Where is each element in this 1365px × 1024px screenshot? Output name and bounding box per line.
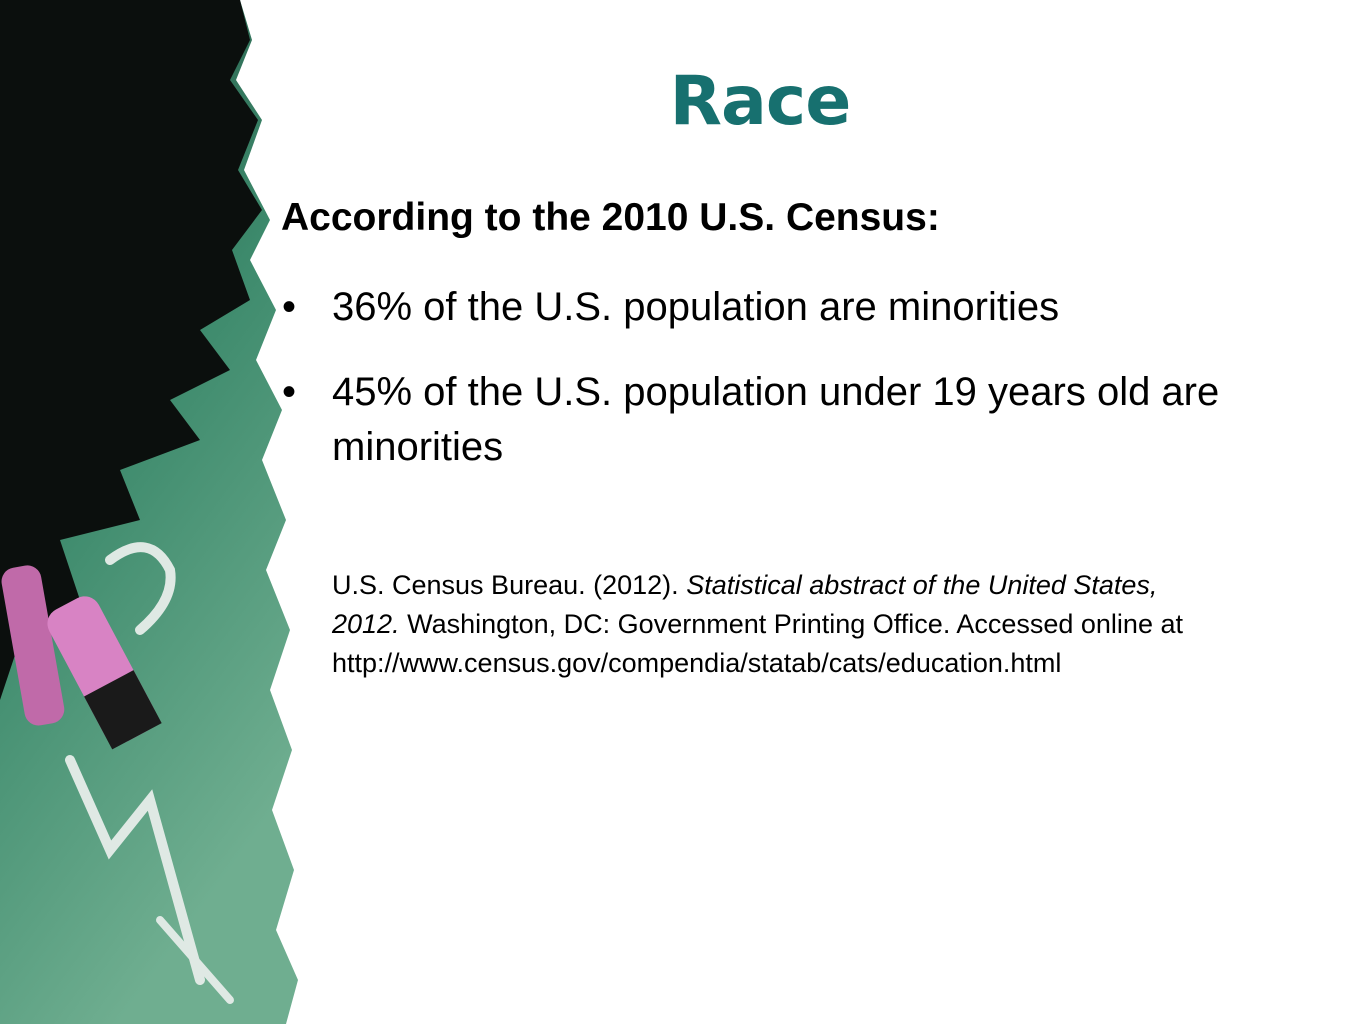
bullet: 45% of the U.S. population under 19 year… (282, 365, 1262, 475)
citation-access: Accessed online at (956, 609, 1183, 639)
chalkboard-decoration (0, 0, 298, 1024)
chalk-mark (65, 755, 205, 985)
citation-author: U.S. Census Bureau. (2012). (332, 570, 679, 600)
bullet: 36% of the U.S. population are minoritie… (282, 280, 1262, 335)
dark-area (0, 0, 262, 700)
bullet-list: 36% of the U.S. population are minoritie… (282, 280, 1262, 505)
chalk-mark (105, 542, 176, 635)
citation: U.S. Census Bureau. (2012). Statistical … (332, 566, 1232, 683)
citation-url: http://www.census.gov/compendia/statab/c… (332, 648, 1062, 678)
citation-title: Statistical abstract of the United State… (332, 570, 1158, 639)
heading: According to the 2010 U.S. Census: (281, 196, 940, 239)
chalk-mark (156, 916, 234, 1004)
pink-chalk (1, 565, 65, 726)
pink-chalk (47, 596, 162, 750)
citation-publisher: Washington, DC: Government Printing Offi… (407, 609, 951, 639)
slide-title: Race (669, 62, 852, 141)
